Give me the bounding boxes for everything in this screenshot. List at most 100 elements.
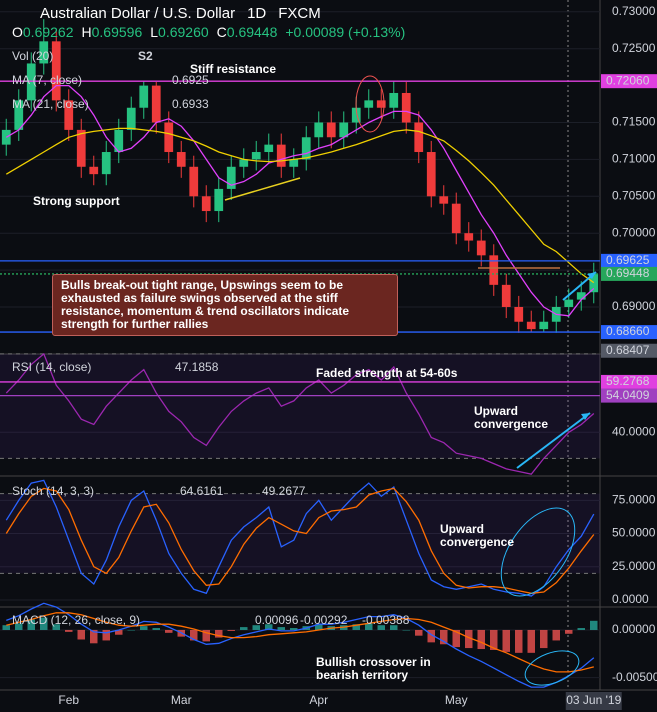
histogram-bar (365, 623, 373, 630)
annotation: Bullish crossover in bearish territory (316, 655, 431, 682)
candle-body (314, 122, 324, 138)
series-line (5, 352, 595, 475)
series-line (5, 127, 595, 284)
histogram-bar (90, 629, 98, 644)
indicator-label: S2 (138, 49, 153, 63)
candle-body (189, 166, 199, 197)
arrowhead (587, 272, 596, 279)
band (0, 493, 600, 574)
x-tick-label: Feb (58, 693, 79, 707)
histogram-bar (65, 629, 73, 632)
candle-body (401, 92, 411, 123)
candle-body (289, 159, 299, 167)
candle-body (126, 107, 136, 130)
candle-body (501, 284, 511, 307)
histogram-bar (202, 629, 210, 642)
candle-body (476, 240, 486, 256)
price-badge-label: 0.69625 (606, 253, 650, 267)
y-tick-label: 40.0000 (612, 424, 656, 438)
histogram-bar (215, 629, 223, 638)
legend-name: MA (21, close) (12, 97, 89, 111)
histogram-bar (52, 624, 60, 630)
histogram-bar (240, 627, 248, 630)
arrow (516, 412, 591, 469)
quote-value: 0.69260 (158, 24, 209, 40)
quote-label: C (217, 24, 227, 40)
candle-body (351, 107, 361, 123)
quote-value: 0.69262 (23, 24, 74, 40)
candle-body (64, 100, 74, 130)
candle-body (489, 255, 499, 285)
y-tick-label: 50.0000 (612, 526, 656, 540)
candle-body (439, 196, 449, 204)
candle-body (376, 100, 386, 108)
chart-title: Australian Dollar / U.S. Dollar 1D FXCM (40, 5, 321, 22)
candle-body (276, 144, 286, 167)
histogram-bar (552, 629, 560, 641)
legend-value: -0.00388 (362, 613, 410, 627)
y-tick-label: 0.73000 (612, 4, 656, 18)
candle-body (139, 85, 149, 108)
quote-value: 0.69596 (92, 24, 143, 40)
histogram-bar (477, 629, 485, 650)
series-line (5, 487, 595, 594)
price-badge (601, 266, 657, 281)
histogram-bar (77, 629, 85, 640)
quote-change: +0.00089 (+0.13%) (285, 24, 405, 40)
histogram-bar (102, 629, 110, 641)
histogram-bar (490, 629, 498, 650)
histogram-bar (565, 629, 573, 634)
candle-body (326, 122, 336, 138)
drawings (224, 75, 597, 686)
candle-body (101, 152, 111, 175)
series-line (5, 479, 595, 597)
legend-value: 0.6933 (172, 97, 209, 111)
candle-body (201, 196, 211, 212)
candle-body (76, 129, 86, 167)
y-tick-label: 0.70500 (612, 188, 656, 202)
trendline (224, 177, 301, 201)
legend-name: MA (7, close) (12, 73, 82, 87)
source: FXCM (278, 5, 321, 22)
candle-body (1, 129, 11, 145)
highlight (500, 507, 576, 597)
histogram-bar (440, 629, 448, 645)
price-badge-label: 54.0409 (606, 388, 650, 402)
candle-body (451, 203, 461, 234)
legend-value: 64.6161 (180, 484, 224, 498)
legend-name: RSI (14, close) (12, 360, 91, 374)
quote-label: H (82, 24, 92, 40)
histogram-bar (577, 628, 585, 630)
histogram-bar (390, 625, 398, 630)
series-line (6, 602, 595, 688)
quote-value: 0.69448 (227, 24, 278, 40)
series-line (5, 84, 595, 317)
candle-body (589, 273, 599, 293)
histogram-bar (452, 629, 460, 648)
price-badge (601, 325, 657, 340)
candle-body (151, 85, 161, 123)
price-badge-label: 0.72060 (606, 73, 650, 87)
y-tick-label: 75.0000 (612, 492, 656, 506)
y-tick-label: 0.71000 (612, 152, 656, 166)
legend-value: -0.00292 (300, 613, 348, 627)
candle-body (414, 122, 424, 153)
price-badge (601, 374, 657, 389)
x-tick-label: 03 Jun '19 (566, 693, 621, 707)
candle-body (426, 152, 436, 197)
histogram-bar (377, 625, 385, 630)
histogram-bar (515, 629, 523, 653)
symbol: Australian Dollar / U.S. Dollar (40, 5, 235, 22)
quote-label: O (12, 24, 23, 40)
histogram-bar (265, 624, 273, 630)
x-badge (565, 692, 622, 710)
legend-value: 49.2677 (262, 484, 306, 498)
histogram-bar (252, 625, 260, 630)
histogram-bar (127, 629, 135, 631)
y-tick-label: 0.00000 (612, 622, 656, 636)
price-badge-label: 59.2768 (606, 374, 650, 388)
histogram-bar (277, 627, 285, 630)
y-tick-label: 0.0000 (612, 592, 649, 606)
